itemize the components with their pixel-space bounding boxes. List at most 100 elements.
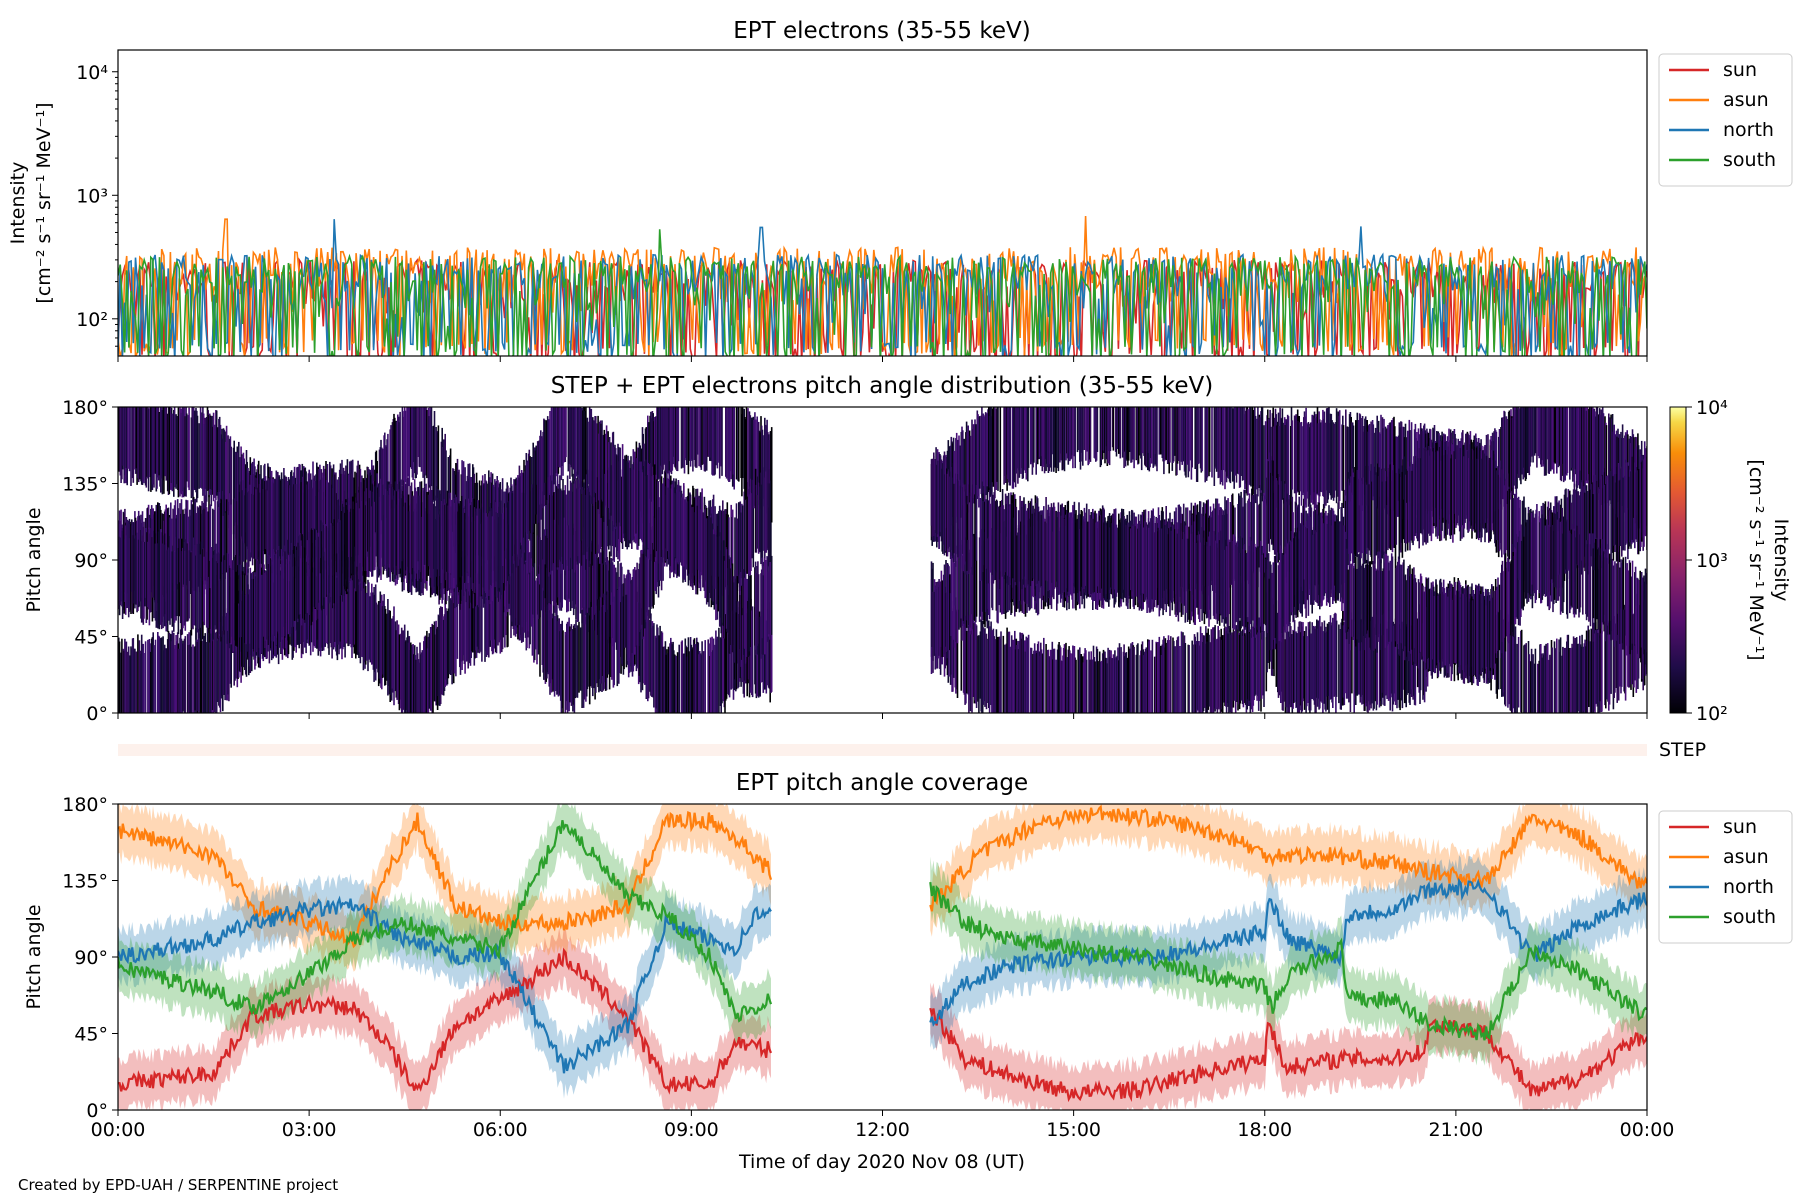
heatmap-cell — [647, 609, 650, 699]
heatmap-cell — [387, 433, 389, 519]
heatmap-cell — [547, 602, 550, 675]
heatmap-cell — [504, 491, 507, 559]
heatmap-cell — [728, 615, 731, 698]
heatmap-cell — [553, 616, 556, 697]
heatmap-cell — [1397, 615, 1399, 700]
heatmap-cell — [1216, 543, 1219, 624]
heatmap-cell — [1241, 407, 1244, 481]
heatmap-cell — [210, 547, 213, 634]
heatmap-cell — [216, 628, 219, 702]
heatmap-cell — [1083, 407, 1086, 450]
heatmap-cell — [639, 461, 641, 539]
heatmap-cell — [1258, 503, 1261, 568]
heatmap-cell — [1325, 626, 1327, 712]
heatmap-cell — [1167, 635, 1170, 713]
heatmap-cell — [667, 646, 670, 713]
heatmap-cell — [1311, 622, 1313, 700]
heatmap-cell — [1263, 631, 1265, 707]
heatmap-cell — [135, 651, 138, 713]
heatmap-cell — [355, 578, 357, 659]
heatmap-cell — [1443, 594, 1446, 678]
heatmap-cell — [1284, 425, 1287, 492]
heatmap-cell — [1244, 633, 1246, 704]
heatmap-cell — [437, 425, 440, 512]
heatmap-cell — [1112, 407, 1115, 451]
heatmap-cell — [425, 636, 427, 713]
heatmap-cell — [1012, 639, 1015, 713]
heatmap-cell — [1185, 525, 1187, 613]
heatmap-cell — [650, 463, 652, 555]
heatmap-cell — [687, 407, 690, 475]
heatmap-cell — [428, 633, 430, 709]
heatmap-cell — [230, 446, 232, 530]
heatmap-cell — [465, 509, 468, 589]
heatmap-cell — [585, 475, 587, 570]
heatmap-cell — [1020, 632, 1022, 713]
heatmap-cell — [348, 567, 350, 646]
heatmap-cell — [1257, 505, 1259, 588]
heatmap-cell — [1165, 407, 1167, 461]
heatmap-cell — [546, 423, 548, 500]
heatmap-cell — [565, 407, 567, 458]
heatmap-cell — [1391, 556, 1394, 643]
heatmap-cell — [1186, 407, 1188, 465]
heatmap-cell — [1342, 425, 1345, 508]
heatmap-cell — [1060, 660, 1063, 713]
heatmap-cell — [716, 636, 719, 713]
heatmap-cell — [1184, 643, 1187, 713]
heatmap-cell — [125, 407, 128, 469]
heatmap-cell — [404, 410, 407, 483]
heatmap-cell — [770, 427, 773, 523]
heatmap-cell — [1118, 643, 1121, 713]
heatmap-cell — [1364, 468, 1366, 564]
heatmap-cell — [1310, 507, 1313, 587]
heatmap-cell — [605, 425, 608, 508]
heatmap-cell — [986, 486, 989, 584]
heatmap-cell — [625, 454, 628, 533]
heatmap-cell — [715, 407, 717, 466]
heatmap-cell — [1153, 407, 1155, 467]
heatmap-cell — [209, 560, 211, 643]
heatmap-cell — [1216, 407, 1219, 469]
heatmap-cell — [1101, 660, 1103, 713]
heatmap-cell — [1309, 621, 1311, 713]
heatmap-cell — [1099, 508, 1102, 593]
heatmap-cell — [1047, 504, 1050, 592]
heatmap-cell — [703, 502, 706, 591]
heatmap-cell — [679, 491, 681, 563]
heatmap-cell — [975, 424, 977, 508]
heatmap-cell — [965, 630, 968, 694]
intensity-line-asun — [118, 215, 1647, 356]
heatmap-cell — [1403, 427, 1405, 500]
heatmap-cell — [757, 574, 760, 644]
heatmap-cell — [1403, 559, 1405, 652]
heatmap-cell — [1254, 415, 1257, 504]
heatmap-cell — [1349, 612, 1352, 712]
heatmap-cell — [209, 504, 212, 589]
heatmap-cell — [198, 633, 200, 713]
heatmap-cell — [397, 416, 400, 504]
heatmap-cell — [1359, 554, 1362, 651]
heatmap-cell — [1231, 494, 1233, 584]
heatmap-cell — [560, 627, 563, 713]
heatmap-cell — [373, 481, 375, 571]
heatmap-cell — [1215, 639, 1217, 710]
heatmap-cell — [557, 407, 560, 474]
heatmap-cell — [589, 481, 592, 564]
heatmap-cell — [436, 497, 439, 570]
heatmap-cell — [1094, 661, 1096, 713]
heatmap-cell — [501, 512, 504, 587]
heatmap-cell — [592, 619, 595, 689]
heatmap-cell — [386, 439, 388, 518]
heatmap-cell — [979, 631, 982, 699]
heatmap-cell — [1173, 407, 1176, 456]
heatmap-cell — [663, 477, 665, 558]
heatmap-cell — [1261, 407, 1264, 502]
heatmap-cell — [1127, 522, 1129, 609]
heatmap-cell — [1172, 525, 1174, 602]
heatmap-cell — [692, 647, 694, 713]
heatmap-cell — [1374, 427, 1377, 505]
heatmap-cell — [221, 561, 223, 637]
heatmap-cell — [953, 563, 956, 648]
heatmap-cell — [373, 587, 375, 682]
